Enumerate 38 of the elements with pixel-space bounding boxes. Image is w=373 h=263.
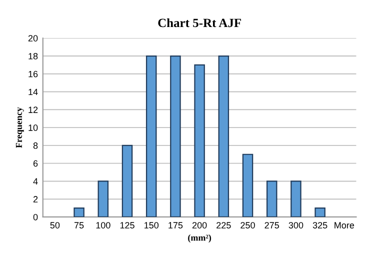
x-tick-label: More bbox=[334, 222, 354, 228]
bar bbox=[194, 64, 205, 217]
x-tick-label: 50 bbox=[50, 222, 60, 228]
y-tick-label: 10 bbox=[28, 124, 38, 131]
x-tick-label: 175 bbox=[168, 222, 183, 228]
x-tick-label: 325 bbox=[312, 222, 328, 228]
y-tick-label: 16 bbox=[28, 70, 38, 78]
bar bbox=[98, 180, 109, 217]
x-tick-label: 275 bbox=[264, 222, 280, 228]
y-tick-label: 2 bbox=[33, 196, 38, 202]
bar bbox=[218, 55, 230, 217]
bar bbox=[290, 180, 302, 217]
x-tick-label: 300 bbox=[288, 222, 304, 228]
x-axis-title: (mm²) bbox=[188, 234, 212, 243]
bar bbox=[266, 180, 278, 217]
bar bbox=[242, 154, 254, 217]
y-tick-label: 14 bbox=[28, 88, 38, 96]
bar bbox=[122, 144, 133, 217]
x-tick-label: 225 bbox=[216, 222, 231, 228]
y-tick-label: 6 bbox=[33, 160, 38, 167]
bar bbox=[146, 55, 157, 217]
bar bbox=[314, 207, 326, 217]
x-tick-label: 250 bbox=[240, 222, 255, 228]
y-tick-label: 18 bbox=[28, 52, 38, 60]
x-tick-label: 200 bbox=[192, 222, 207, 228]
x-tick-label: 150 bbox=[144, 222, 159, 228]
y-tick-label: 0 bbox=[33, 214, 38, 220]
y-tick-label: 20 bbox=[28, 35, 38, 42]
chart-title: Chart 5-Rt AJF bbox=[158, 18, 241, 28]
x-tick-label: 75 bbox=[74, 222, 84, 228]
y-tick-label: 8 bbox=[33, 142, 38, 149]
y-tick-label: 12 bbox=[28, 106, 38, 113]
bar bbox=[170, 55, 181, 217]
x-tick-label: 125 bbox=[120, 222, 134, 228]
bar bbox=[74, 207, 84, 217]
y-axis-title: Frequency bbox=[16, 107, 24, 148]
x-tick-label: 100 bbox=[96, 222, 110, 228]
y-tick-label: 4 bbox=[33, 178, 38, 184]
